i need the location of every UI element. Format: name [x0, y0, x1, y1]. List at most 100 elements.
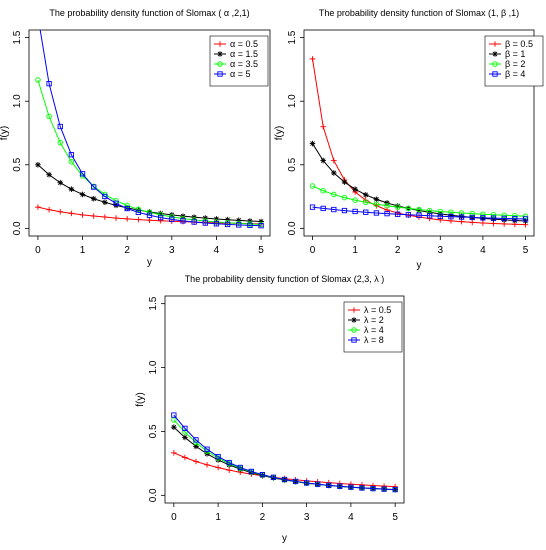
data-point — [448, 212, 454, 219]
data-point — [182, 429, 188, 435]
data-point — [68, 152, 75, 158]
y-tick-label: 0.0 — [148, 488, 159, 502]
series-1 — [171, 449, 398, 490]
data-point — [258, 223, 264, 229]
data-point — [469, 219, 476, 226]
x-tick-label: 1 — [80, 245, 86, 256]
data-point — [182, 434, 188, 441]
data-point — [437, 213, 443, 219]
y-tick-label: 1.0 — [148, 360, 159, 374]
data-point — [157, 210, 164, 217]
data-point — [395, 211, 401, 217]
legend-label: λ = 4 — [364, 325, 384, 335]
data-point — [348, 484, 354, 490]
data-point — [309, 183, 316, 189]
data-point — [215, 464, 221, 471]
data-point — [392, 486, 398, 493]
x-tick-label: 4 — [214, 245, 220, 256]
data-point — [303, 480, 310, 486]
data-point — [124, 205, 130, 212]
data-point — [35, 204, 41, 210]
data-point — [157, 217, 164, 224]
legend-marker — [351, 327, 357, 333]
data-point — [146, 212, 153, 218]
legend: λ = 0.5λ = 2λ = 4λ = 8 — [343, 301, 403, 353]
data-point — [381, 486, 387, 492]
data-point — [373, 201, 380, 207]
data-point — [259, 471, 266, 478]
data-point — [373, 196, 380, 203]
series-line — [173, 414, 396, 491]
chart-title: The probability density function of Slom… — [49, 8, 249, 18]
data-point — [193, 437, 199, 443]
data-point — [102, 193, 108, 200]
y-axis-label: f(y) — [135, 392, 146, 406]
plot-area — [303, 29, 535, 237]
data-point — [113, 215, 119, 221]
data-point — [213, 221, 220, 227]
legend-label: β = 0.5 — [505, 39, 533, 49]
data-point — [512, 216, 518, 222]
data-point — [248, 468, 254, 475]
data-point — [394, 203, 401, 209]
data-point — [57, 179, 64, 186]
data-point — [248, 469, 255, 476]
data-point — [237, 464, 243, 471]
data-point — [426, 213, 433, 219]
y-tick-label: 0.0 — [287, 221, 298, 235]
data-point — [309, 204, 316, 210]
data-point — [352, 208, 358, 215]
data-point — [426, 209, 433, 216]
data-point — [46, 81, 52, 87]
y-axis-label: f(y) — [0, 126, 10, 140]
y-tick-label: 0.5 — [148, 424, 159, 438]
data-point — [202, 220, 208, 226]
data-point — [480, 220, 486, 226]
data-point — [370, 485, 376, 492]
data-point — [46, 113, 52, 120]
data-point — [490, 215, 497, 221]
data-point — [226, 459, 232, 466]
data-point — [46, 171, 52, 178]
legend-marker — [492, 51, 498, 57]
y-tick-label: 1.5 — [148, 296, 159, 310]
data-point — [320, 123, 326, 130]
plot-area — [164, 295, 405, 504]
legend-marker — [217, 61, 223, 67]
legend-marker — [351, 317, 357, 323]
x-tick-label: 0 — [171, 512, 177, 523]
chart-panel-3: The probability density function of Slom… — [135, 274, 405, 544]
data-point — [135, 209, 141, 215]
data-point — [102, 214, 108, 220]
data-point — [362, 192, 369, 198]
data-point — [426, 215, 433, 222]
data-point — [501, 212, 507, 219]
data-point — [90, 213, 97, 219]
data-point — [215, 453, 221, 460]
data-point — [363, 199, 369, 206]
x-tick-label: 4 — [480, 245, 486, 256]
data-point — [501, 217, 507, 223]
data-point — [79, 191, 86, 198]
data-point — [113, 200, 119, 206]
data-point — [191, 219, 197, 225]
data-point — [405, 212, 412, 218]
chart-panel-1: The probability density function of Slom… — [0, 8, 271, 268]
data-point — [68, 210, 75, 217]
data-point — [182, 454, 188, 461]
x-axis-label: y — [282, 533, 287, 544]
x-tick-label: 3 — [169, 245, 175, 256]
series-4 — [309, 204, 529, 222]
series-line — [39, 30, 262, 227]
series-line — [312, 185, 526, 217]
data-point — [448, 214, 454, 220]
data-point — [68, 186, 75, 193]
y-tick-label: 1.5 — [287, 30, 298, 44]
data-point — [363, 209, 369, 215]
data-point — [501, 215, 507, 222]
y-tick-label: 1.0 — [287, 94, 298, 108]
x-tick-label: 3 — [304, 512, 310, 523]
data-point — [458, 213, 465, 220]
data-point — [384, 210, 390, 217]
